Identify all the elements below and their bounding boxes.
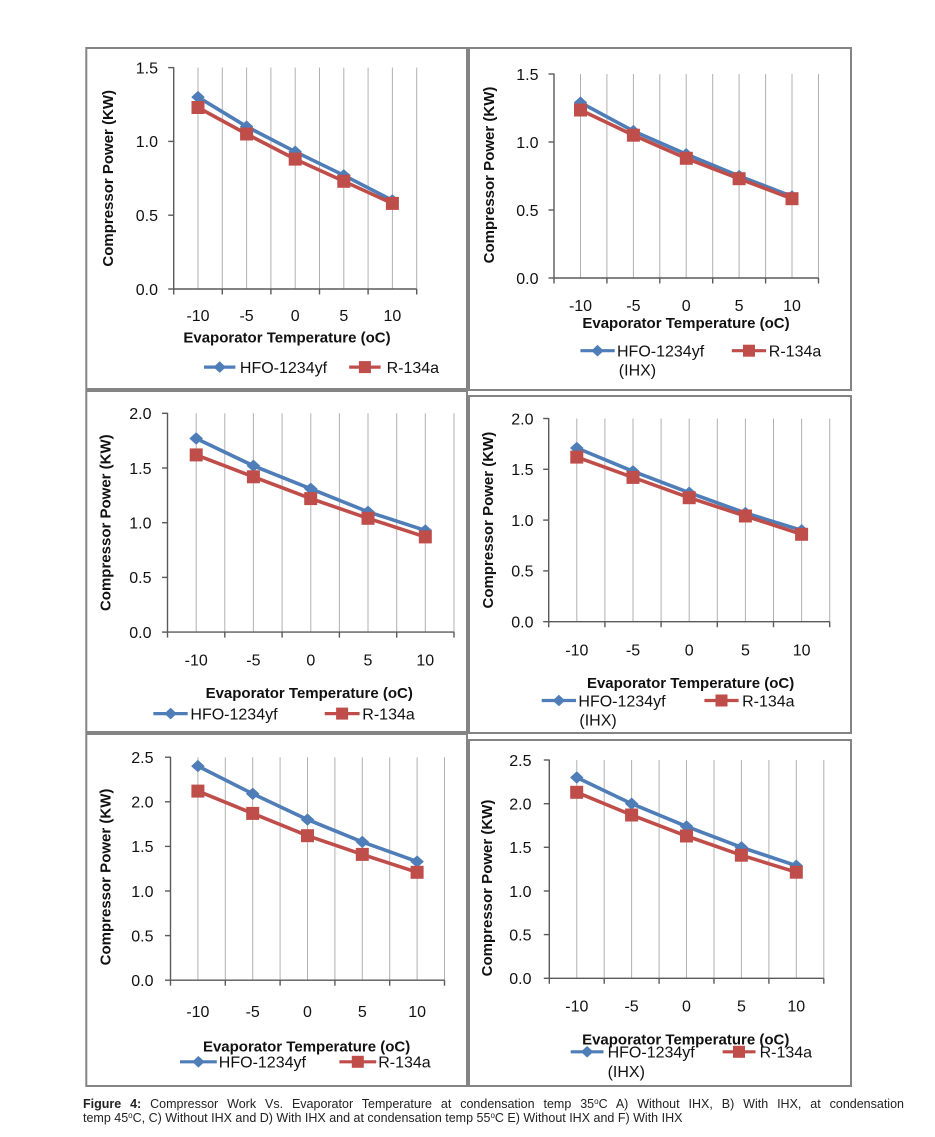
svg-text:-10: -10 (565, 643, 588, 660)
svg-text:0: 0 (303, 1004, 312, 1021)
svg-text:HFO-1234yf: HFO-1234yf (240, 360, 328, 377)
svg-text:R-134a: R-134a (742, 693, 795, 710)
svg-text:2.5: 2.5 (509, 753, 531, 770)
svg-text:0: 0 (306, 653, 315, 670)
svg-text:5: 5 (364, 653, 373, 670)
svg-text:-10: -10 (185, 653, 208, 670)
svg-text:5: 5 (358, 1004, 367, 1021)
svg-text:Compressor Power (KW): Compressor Power (KW) (479, 800, 496, 977)
svg-text:2.0: 2.0 (131, 795, 153, 812)
svg-text:(IHX): (IHX) (608, 1064, 645, 1081)
svg-text:Evaporator Temperature (oC): Evaporator Temperature (oC) (206, 685, 413, 702)
svg-text:1.5: 1.5 (129, 461, 151, 478)
svg-text:0: 0 (685, 643, 694, 660)
svg-text:-5: -5 (246, 653, 260, 670)
svg-text:0.0: 0.0 (511, 615, 533, 632)
svg-text:0.0: 0.0 (129, 625, 151, 642)
svg-text:Compressor Power (KW): Compressor Power (KW) (98, 789, 115, 966)
svg-text:2.0: 2.0 (129, 406, 151, 423)
svg-text:-5: -5 (626, 643, 640, 660)
svg-text:1.0: 1.0 (131, 884, 153, 901)
svg-text:0: 0 (682, 999, 691, 1016)
svg-text:Compressor Power (KW): Compressor Power (KW) (481, 87, 498, 264)
svg-text:Evaporator Temperature (oC): Evaporator Temperature (oC) (582, 315, 789, 332)
svg-text:10: 10 (787, 999, 805, 1016)
svg-text:R-134a: R-134a (362, 706, 415, 723)
svg-text:-5: -5 (239, 308, 253, 325)
svg-text:0.5: 0.5 (516, 203, 538, 220)
svg-text:1.5: 1.5 (511, 462, 533, 479)
svg-text:5: 5 (737, 999, 746, 1016)
svg-text:1.0: 1.0 (129, 516, 151, 533)
svg-text:-10: -10 (569, 298, 592, 315)
svg-text:Evaporator Temperature (oC): Evaporator Temperature (oC) (587, 675, 794, 692)
svg-text:1.5: 1.5 (509, 840, 531, 857)
svg-text:1.0: 1.0 (509, 884, 531, 901)
svg-text:-5: -5 (624, 999, 638, 1016)
svg-text:5: 5 (339, 308, 348, 325)
svg-text:10: 10 (384, 308, 402, 325)
svg-text:Evaporator Temperature (oC): Evaporator Temperature (oC) (183, 329, 390, 346)
svg-text:R-134a: R-134a (378, 1055, 431, 1072)
svg-text:0.5: 0.5 (136, 208, 158, 225)
svg-text:0.5: 0.5 (509, 927, 531, 944)
svg-text:Compressor Power (KW): Compressor Power (KW) (98, 434, 115, 611)
svg-text:-10: -10 (186, 308, 209, 325)
svg-text:0.5: 0.5 (131, 928, 153, 945)
svg-text:5: 5 (741, 643, 750, 660)
svg-text:HFO-1234yf: HFO-1234yf (219, 1055, 307, 1072)
svg-text:R-134a: R-134a (769, 344, 822, 361)
svg-text:Evaporator Temperature (oC): Evaporator Temperature (oC) (582, 1031, 789, 1048)
svg-text:10: 10 (783, 298, 801, 315)
svg-text:1.0: 1.0 (516, 135, 538, 152)
svg-text:1.0: 1.0 (136, 134, 158, 151)
svg-text:-10: -10 (565, 999, 588, 1016)
svg-text:2.0: 2.0 (511, 411, 533, 428)
svg-text:(IHX): (IHX) (619, 363, 656, 380)
svg-text:5: 5 (735, 298, 744, 315)
svg-text:0.5: 0.5 (129, 570, 151, 587)
svg-text:2.0: 2.0 (509, 797, 531, 814)
svg-text:HFO-1234yf: HFO-1234yf (617, 344, 705, 361)
svg-text:-5: -5 (246, 1004, 260, 1021)
svg-text:0: 0 (682, 298, 691, 315)
svg-text:R-134a: R-134a (387, 360, 440, 377)
svg-text:0.0: 0.0 (136, 282, 158, 299)
svg-text:10: 10 (416, 653, 434, 670)
svg-text:0.0: 0.0 (131, 973, 153, 990)
svg-text:(IHX): (IHX) (579, 713, 616, 730)
svg-text:1.5: 1.5 (131, 839, 153, 856)
svg-text:Compressor Power (KW): Compressor Power (KW) (100, 90, 117, 267)
svg-text:10: 10 (793, 643, 811, 660)
svg-text:HFO-1234yf: HFO-1234yf (578, 693, 666, 710)
svg-text:R-134a: R-134a (760, 1045, 813, 1062)
svg-text:1.5: 1.5 (136, 60, 158, 77)
svg-text:1.5: 1.5 (516, 67, 538, 84)
svg-text:0.5: 0.5 (511, 564, 533, 581)
svg-text:-5: -5 (626, 298, 640, 315)
svg-text:HFO-1234yf: HFO-1234yf (608, 1045, 696, 1062)
svg-text:HFO-1234yf: HFO-1234yf (190, 706, 278, 723)
svg-text:10: 10 (408, 1004, 426, 1021)
svg-text:1.0: 1.0 (511, 513, 533, 530)
svg-text:0.0: 0.0 (516, 271, 538, 288)
svg-text:0: 0 (291, 308, 300, 325)
svg-text:Evaporator Temperature (oC): Evaporator Temperature (oC) (203, 1038, 410, 1055)
svg-text:0.0: 0.0 (509, 971, 531, 988)
svg-text:2.5: 2.5 (131, 750, 153, 767)
svg-text:Compressor Power (KW): Compressor Power (KW) (480, 432, 497, 609)
svg-text:-10: -10 (186, 1004, 209, 1021)
